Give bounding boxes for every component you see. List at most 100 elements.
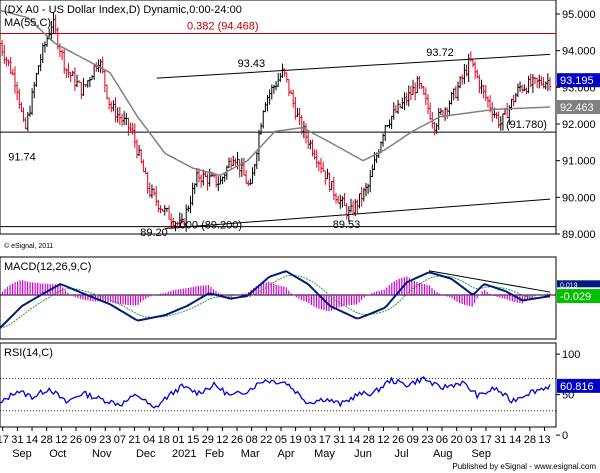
chart-title: (DX A0 - US Dollar Index,D) Dynamic,0:00… xyxy=(4,4,242,16)
price-y-tick-label: 95.000 xyxy=(562,9,596,21)
rsi-y-tick-label: 100 xyxy=(562,349,580,361)
x-tick-label: 12 xyxy=(377,434,389,446)
candle xyxy=(548,77,552,91)
macd-y-axis: 0.019 -0.029 xyxy=(557,280,600,304)
price-y-tick-label: 91.000 xyxy=(562,156,596,168)
price-trendline-2 xyxy=(164,198,551,229)
rsi-y-tick-label: 0 xyxy=(562,430,568,442)
x-tick-label: 26 xyxy=(70,434,82,446)
x-tick-label: 03 xyxy=(304,434,316,446)
x-tick-label: 03 xyxy=(465,434,477,446)
x-tick-label: 23 xyxy=(99,434,111,446)
x-tick-label: 08 xyxy=(246,434,258,446)
price-y-tick-label: 94.000 xyxy=(562,46,596,58)
x-tick-label: 19 xyxy=(289,434,301,446)
x-month-label: 2021 xyxy=(172,448,196,460)
x-tick-label: 14 xyxy=(348,434,360,446)
ma-value-box xyxy=(557,100,600,115)
x-month-label: Oct xyxy=(49,448,66,460)
x-tick-label: 17 xyxy=(480,434,492,446)
footer-published: Published by eSignal - www.esignal.com xyxy=(452,462,596,471)
price-y-axis: 95.00094.00093.00092.00091.00090.00089.0… xyxy=(556,9,600,241)
price-y-tick-label: 89.000 xyxy=(562,229,596,241)
rsi-line xyxy=(0,376,551,409)
x-month-label: Jul xyxy=(394,448,408,460)
price-annotation: 91.74 xyxy=(8,152,36,164)
price-trendline-1 xyxy=(156,53,551,79)
x-month-label: Feb xyxy=(205,448,224,460)
fib-level-label: 0.382 (94.468) xyxy=(187,21,259,33)
x-tick-label: 22 xyxy=(260,434,272,446)
x-tick-label: 13 xyxy=(538,434,550,446)
x-tick-label: 12 xyxy=(55,434,67,446)
price-annotation: 89.53 xyxy=(333,219,361,231)
x-tick-label: 09 xyxy=(407,434,419,446)
rsi-panel-frame xyxy=(0,342,557,428)
price-annotation: 93.43 xyxy=(238,58,266,70)
rsi-marks xyxy=(0,376,556,412)
macd-signal-label: 0.019 xyxy=(560,282,578,289)
x-tick-label: 31 xyxy=(11,434,23,446)
rsi-value-box xyxy=(557,378,600,393)
last-price-box xyxy=(557,73,600,88)
ma-value-label: 92.463 xyxy=(560,102,594,114)
rsi-label: RSI(14,C) xyxy=(4,347,53,359)
ma-line xyxy=(0,9,551,177)
ma-label: MA(55,C) xyxy=(4,17,51,29)
x-tick-label: 05 xyxy=(275,434,287,446)
price-y-tick-label: 90.000 xyxy=(562,192,596,204)
x-tick-label: 26 xyxy=(231,434,243,446)
macd-marks xyxy=(0,270,556,329)
x-tick-label: 09 xyxy=(84,434,96,446)
x-month-label: Sep xyxy=(471,448,491,460)
x-tick-label: 21 xyxy=(128,434,140,446)
price-marks: 0.382 (94.468)(91.780)0.000 (89.200)93.4… xyxy=(0,9,556,239)
x-tick-label: 06 xyxy=(436,434,448,446)
macd-value-box xyxy=(557,289,600,304)
x-tick-label: 17 xyxy=(319,434,331,446)
x-month-label: Sep xyxy=(12,448,32,460)
x-month-label: Apr xyxy=(277,448,294,460)
x-tick-label: 17 xyxy=(0,434,9,446)
price-y-tick-label: 92.000 xyxy=(562,119,596,131)
x-tick-label: 14 xyxy=(26,434,38,446)
x-month-label: Nov xyxy=(92,448,112,460)
x-tick-label: 15 xyxy=(187,434,199,446)
x-tick-label: 31 xyxy=(333,434,345,446)
x-tick-label: 12 xyxy=(216,434,228,446)
macd-trendline xyxy=(428,270,551,293)
last-price-label: 93.195 xyxy=(560,75,594,87)
x-tick-label: 26 xyxy=(392,434,404,446)
price-panel: 0.382 (94.468)(91.780)0.000 (89.200)93.4… xyxy=(0,0,600,250)
x-tick-label: 28 xyxy=(524,434,536,446)
x-tick-label: 18 xyxy=(158,434,170,446)
x-tick-label: 14 xyxy=(509,434,521,446)
x-tick-label: 01 xyxy=(172,434,184,446)
price-annotation: 89.20 xyxy=(140,227,168,239)
macd-line xyxy=(0,270,551,329)
macd-signal-box xyxy=(557,280,600,288)
x-tick-label: 07 xyxy=(114,434,126,446)
macd-panel: MACD(12,26,9,C) 0.019 -0.029 xyxy=(0,256,600,340)
x-tick-label: 31 xyxy=(494,434,506,446)
x-tick-label: 04 xyxy=(143,434,155,446)
x-tick-label: 20 xyxy=(451,434,463,446)
x-month-label: Aug xyxy=(433,448,453,460)
x-month-label: May xyxy=(314,448,335,460)
macd-value-label: -0.029 xyxy=(560,291,591,303)
support-level-label: (91.780) xyxy=(506,119,547,131)
x-tick-label: 29 xyxy=(202,434,214,446)
macd-signal-line xyxy=(0,274,551,329)
x-month-label: Mar xyxy=(241,448,260,460)
price-annotation: 93.72 xyxy=(426,47,454,59)
rsi-value-label: 60.816 xyxy=(560,381,594,393)
x-month-label: Dec xyxy=(136,448,156,460)
price-panel-frame xyxy=(0,0,557,235)
watermark: © eSignal, 2011 xyxy=(4,242,54,250)
x-tick-label: 28 xyxy=(41,434,53,446)
x-tick-label: 28 xyxy=(363,434,375,446)
macd-label: MACD(12,26,9,C) xyxy=(4,261,91,273)
